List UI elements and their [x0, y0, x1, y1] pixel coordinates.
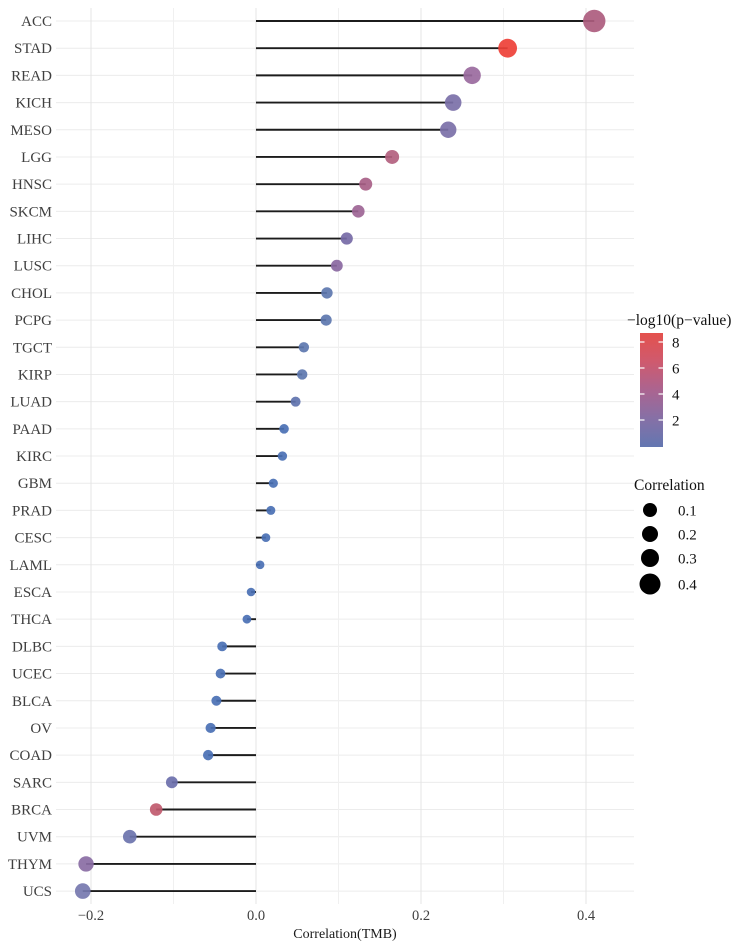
size-legend-label: 0.1 [678, 504, 697, 520]
color-legend-tick-label: 2 [672, 414, 680, 430]
size-legend-dot [641, 549, 659, 567]
x-axis-tick-labels: −0.2 0.0 0.2 0.4 [78, 908, 596, 924]
dot-LGG [385, 149, 400, 164]
row-label-LGG: LGG [21, 150, 52, 166]
size-legend: Correlation 0.1 0.2 0.3 0.4 [634, 477, 705, 595]
color-legend-title: −log10(p−value) [627, 312, 731, 329]
row-label-PRAD: PRAD [12, 503, 52, 519]
row-label-KIRC: KIRC [16, 449, 52, 465]
dot-LAML [255, 560, 265, 570]
row-label-PCPG: PCPG [14, 313, 52, 329]
row-label-LUSC: LUSC [14, 259, 52, 275]
color-legend-ticks: 8 6 4 2 [640, 336, 680, 430]
row-label-UCEC: UCEC [12, 667, 52, 683]
size-legend-items: 0.1 0.2 0.3 0.4 [639, 503, 697, 595]
dot-KIRC [277, 451, 288, 461]
dot-READ [463, 66, 481, 85]
row-label-BRCA: BRCA [11, 803, 52, 819]
dot-OV [205, 722, 216, 734]
row-label-READ: READ [11, 68, 52, 84]
dot-LIHC [340, 232, 353, 245]
x-axis-title: Correlation(TMB) [293, 927, 397, 942]
row-label-CHOL: CHOL [11, 286, 52, 302]
dot-LUSC [330, 259, 343, 272]
row-label-HNSC: HNSC [12, 177, 52, 193]
color-legend-tick-label: 8 [672, 336, 680, 352]
dot-UVM [122, 829, 137, 844]
dot-UCEC [215, 668, 226, 679]
dot-PAAD [279, 424, 289, 434]
size-legend-label: 0.3 [678, 552, 697, 568]
row-label-THYM: THYM [8, 857, 52, 873]
x-tick-label: 0.4 [577, 908, 596, 924]
row-label-STAD: STAD [14, 41, 52, 57]
row-gridlines [56, 20, 634, 892]
size-legend-dot [642, 526, 658, 542]
dot-SARC [165, 776, 178, 789]
dot-BLCA [211, 695, 222, 706]
y-axis-labels: ACC STAD READ KICH MESO LGG HNSC SKCM LIHC LUSC CH… [8, 14, 52, 900]
row-label-ACC: ACC [21, 14, 52, 30]
row-label-COAD: COAD [9, 748, 52, 764]
color-legend-tick-label: 6 [672, 362, 680, 378]
row-label-BLCA: BLCA [12, 694, 52, 710]
dot-KIRP [297, 369, 308, 380]
dot-ESCA [246, 587, 256, 597]
row-label-MESO: MESO [10, 123, 52, 139]
dot-CHOL [321, 287, 333, 299]
dot-KICH [444, 94, 462, 111]
dot-BRCA [149, 803, 163, 816]
row-label-CESC: CESC [14, 531, 52, 547]
dot-CESC [261, 533, 271, 543]
row-label-UCS: UCS [23, 884, 52, 900]
dot-LUAD [290, 396, 301, 407]
size-legend-dot [639, 573, 661, 595]
dot-STAD [498, 38, 518, 58]
row-label-THCA: THCA [11, 612, 52, 628]
x-tick-label: 0.0 [247, 908, 265, 924]
lollipop-dots [74, 9, 606, 899]
row-label-GBM: GBM [18, 476, 52, 492]
row-label-KICH: KICH [15, 96, 52, 112]
row-label-LIHC: LIHC [17, 232, 52, 248]
dot-DLBC [217, 641, 228, 652]
row-label-UVM: UVM [17, 830, 52, 846]
x-tick-label: 0.2 [412, 908, 430, 924]
dot-UCS [74, 883, 91, 899]
row-label-LUAD: LUAD [10, 395, 52, 411]
dot-THYM [78, 856, 94, 872]
dot-GBM [268, 478, 278, 488]
dot-SKCM [352, 205, 365, 218]
size-legend-label: 0.4 [678, 578, 697, 594]
size-legend-dot [643, 503, 657, 517]
color-legend: −log10(p−value) 8 6 4 2 [627, 312, 731, 447]
row-label-SKCM: SKCM [9, 204, 52, 220]
row-label-SARC: SARC [13, 775, 52, 791]
x-tick-label: −0.2 [78, 908, 104, 924]
dot-THCA [242, 614, 252, 624]
size-legend-label: 0.2 [678, 528, 697, 544]
row-label-OV: OV [30, 721, 52, 737]
size-legend-title: Correlation [634, 477, 705, 494]
row-label-KIRP: KIRP [18, 367, 52, 383]
dot-PRAD [266, 505, 276, 515]
row-label-TGCT: TGCT [13, 340, 52, 356]
color-legend-gradient-bar [640, 333, 663, 447]
dot-HNSC [359, 177, 373, 191]
lollipop-stems [82, 20, 595, 893]
dot-MESO [440, 121, 457, 138]
row-label-DLBC: DLBC [12, 639, 52, 655]
row-label-LAML: LAML [10, 558, 53, 574]
color-legend-tick-label: 4 [672, 388, 680, 404]
row-label-PAAD: PAAD [13, 422, 53, 438]
dot-TGCT [298, 342, 310, 353]
dot-ACC [583, 9, 606, 33]
row-label-ESCA: ESCA [14, 585, 53, 601]
dot-PCPG [320, 314, 332, 326]
dot-COAD [202, 749, 214, 761]
